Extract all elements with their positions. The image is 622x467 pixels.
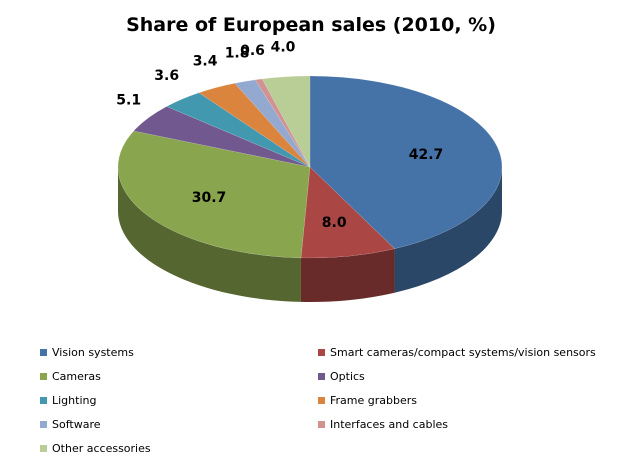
data-label-software: 1.8 [225,45,250,61]
legend-label: Software [52,417,101,431]
data-label-frame-grabbers: 3.4 [193,53,218,69]
legend-swatch [40,396,47,404]
legend-item-cameras: Cameras [40,368,101,384]
pie-slice-software [234,79,311,168]
pie-slice-side-cameras [117,167,301,302]
pie-top-layer [117,75,503,259]
data-label-layer: 42.7 8.0 30.7 5.1 3.6 3.4 1.80.6 4.0 [116,39,443,231]
data-label-lighting: 3.6 [154,68,179,84]
pie-side-layer [117,167,502,302]
legend-swatch [318,372,325,380]
legend-label: Other accessories [52,441,151,455]
pie-slice-cameras [117,130,311,259]
legend-swatch [40,444,47,452]
pie-slice-vision-systems [309,75,503,249]
legend-swatch [40,348,47,356]
pie-slice-side-vision-systems [394,167,502,293]
data-label-optics: 5.1 [116,92,141,108]
data-label-cameras: 30.7 [192,190,227,206]
chart-title: Share of European sales (2010, %) [126,14,496,36]
legend-swatch [40,420,47,428]
legend-label: Cameras [52,369,101,383]
legend-item-software: Software [40,416,101,432]
legend-item-interfaces-and-cables: Interfaces and cables [318,416,448,432]
chart-legend: Vision systems Smart cameras/compact syst… [40,344,600,459]
legend-swatch [318,420,325,428]
pie-slice-smart-cameras-compact-systems-vision-sensors [300,166,396,259]
legend-label: Lighting [52,393,97,407]
pie-slice-frame-grabbers [198,82,311,168]
legend-label: Optics [330,369,365,383]
legend-swatch [318,396,325,404]
data-label-vision-systems: 42.7 [409,147,444,163]
legend-item-lighting: Lighting [40,392,96,408]
legend-swatch [40,372,47,380]
data-label-interfaces-and-cables: 0.6 [240,43,265,59]
legend-label: Vision systems [52,345,134,359]
legend-label: Smart cameras/compact systems/vision sen… [330,345,596,359]
pie-slice-interfaces-and-cables [254,78,311,168]
legend-item-frame-grabbers: Frame grabbers [318,392,417,408]
pie-slice-side-smart-cameras-compact-systems-vision-sensors [300,248,395,302]
legend-item-other-accessories: Other accessories [40,440,151,456]
legend-swatch [318,348,325,356]
pie-slice-lighting [166,92,311,168]
pie-slice-optics [133,106,311,168]
legend-label: Interfaces and cables [330,417,448,431]
legend-item-smart-cameras-compact-systems-vision-sensors: Smart cameras/compact systems/vision sen… [318,344,596,360]
legend-item-vision-systems: Vision systems [40,344,134,360]
legend-label: Frame grabbers [330,393,418,407]
data-label-other-accessories: 4.0 [271,39,296,55]
pie-slice-other-accessories [261,75,311,168]
data-label-smart-cameras-compact-systems-vision-sensors: 8.0 [322,215,347,231]
legend-item-optics: Optics [318,368,365,384]
